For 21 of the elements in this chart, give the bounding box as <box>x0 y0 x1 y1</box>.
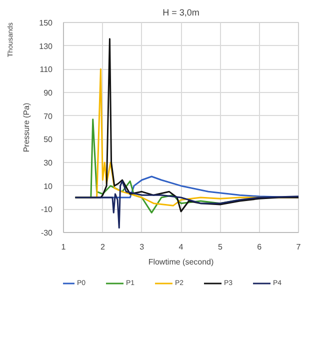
y-tick-label: 10 <box>44 182 54 191</box>
y-tick-label: 110 <box>40 65 54 74</box>
x-axis-title: Flowtime (second) <box>148 258 214 266</box>
y-tick-label: 30 <box>44 158 54 168</box>
x-tick-label: 5 <box>218 242 223 252</box>
y-tick-label: 70 <box>44 112 54 121</box>
y-tick-label: -10 <box>40 205 54 214</box>
x-tick-label: 4 <box>178 242 184 252</box>
x-tick-label: 3 <box>140 242 145 252</box>
y-tick-label: -30 <box>40 228 54 238</box>
chart-title: H = 3,0m <box>162 8 200 18</box>
y-tick-label: 150 <box>39 18 54 28</box>
x-tick-label: 6 <box>257 242 262 252</box>
x-tick-label: 7 <box>296 242 302 252</box>
y-tick-label: 50 <box>44 135 54 144</box>
y-axis-title: Pressure (Pa) <box>22 102 32 152</box>
y-tick-label: 90 <box>44 88 54 98</box>
line-series <box>74 180 298 229</box>
x-tick-label: 2 <box>100 242 106 252</box>
y-tick-label: 130 <box>39 42 54 51</box>
x-tick-label: 1 <box>61 242 66 252</box>
